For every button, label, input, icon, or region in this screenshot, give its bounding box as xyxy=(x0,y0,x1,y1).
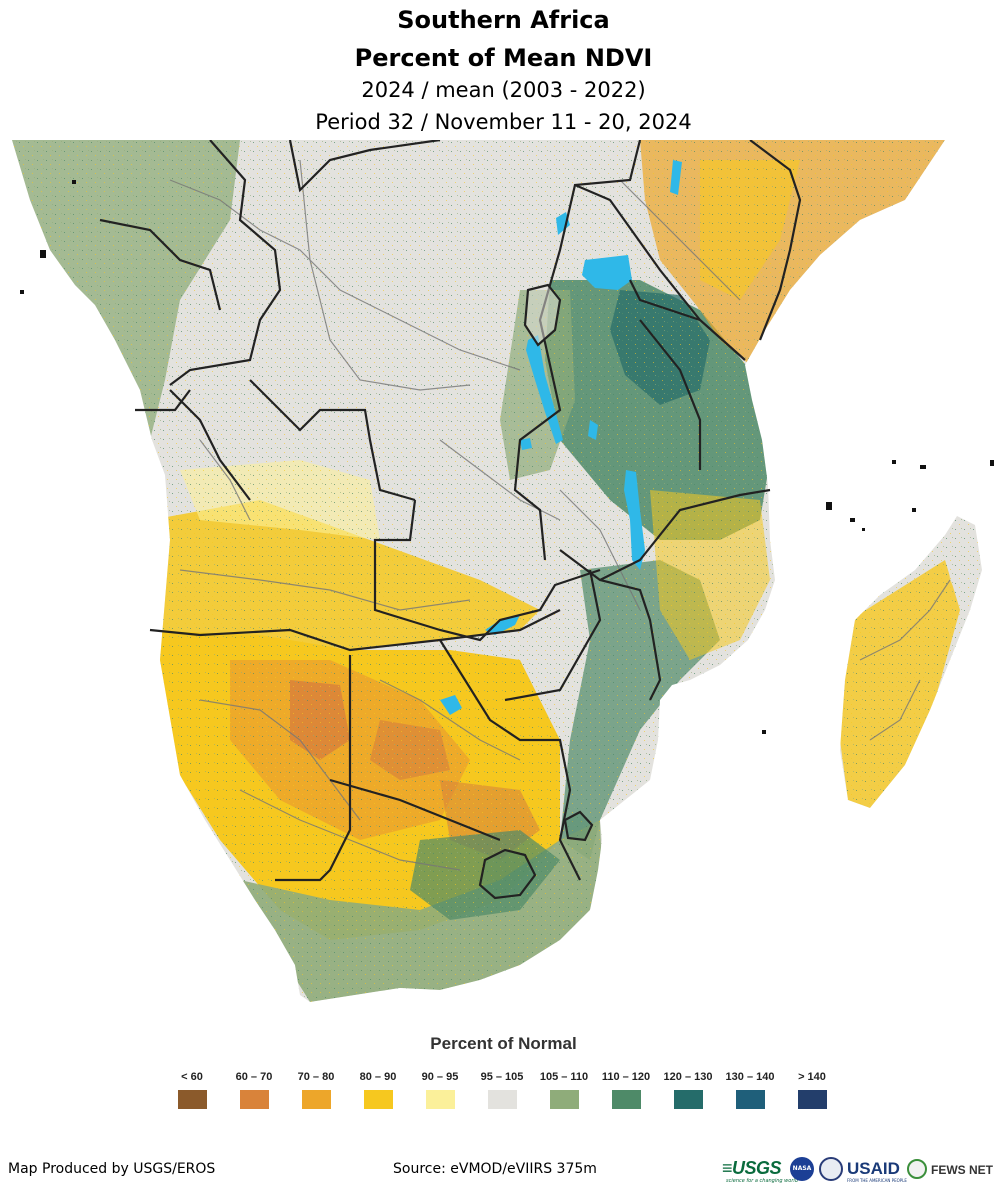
lesotho-outline xyxy=(478,848,537,900)
legend-swatch xyxy=(611,1090,641,1109)
lake-tanganyika xyxy=(526,335,563,444)
map-title: Southern Africa xyxy=(397,6,610,34)
legend-label: 95 – 105 xyxy=(480,1071,524,1083)
lake-malawi xyxy=(624,470,645,570)
legend-label: 80 – 90 xyxy=(359,1071,397,1083)
map-subtitle-product: Percent of Mean NDVI xyxy=(354,44,653,72)
legend-label: 90 – 95 xyxy=(421,1071,459,1083)
legend-item: 70 – 80 xyxy=(284,1068,348,1109)
legend-label: > 140 xyxy=(798,1071,826,1083)
legend-swatch xyxy=(425,1090,455,1109)
rwanda-burundi-outline xyxy=(523,283,562,347)
legend-item: 130 – 140 xyxy=(718,1068,782,1109)
legend-title: Percent of Normal xyxy=(430,1034,577,1053)
usaid-tagline: FROM THE AMERICAN PEOPLE xyxy=(847,1178,907,1183)
legend-item: 90 – 95 xyxy=(408,1068,472,1109)
lake-bangweulu xyxy=(520,438,532,450)
lake-rukwa xyxy=(588,420,598,440)
legend-item: < 60 xyxy=(160,1068,224,1109)
legend-item: 95 – 105 xyxy=(470,1068,534,1109)
legend-label: 70 – 80 xyxy=(297,1071,335,1083)
legend-swatch xyxy=(797,1090,827,1109)
legend-swatch xyxy=(301,1090,331,1109)
legend-item: 80 – 90 xyxy=(346,1068,410,1109)
ndvi-map xyxy=(0,140,1007,1020)
country-boundaries xyxy=(99,140,802,882)
legend-label: < 60 xyxy=(181,1071,203,1083)
data-source: Source: eVMOD/eVIIRS 375m xyxy=(393,1161,597,1177)
legend-swatch xyxy=(549,1090,579,1109)
legend-label: 120 – 130 xyxy=(663,1071,713,1083)
eswatini-outline xyxy=(563,810,594,842)
legend-swatch xyxy=(177,1090,207,1109)
legend-item: 60 – 70 xyxy=(222,1068,286,1109)
legend-label: 110 – 120 xyxy=(601,1071,651,1083)
legend-item: > 140 xyxy=(780,1068,844,1109)
seal-icon xyxy=(819,1157,843,1181)
map-comparison-period: 2024 / mean (2003 - 2022) xyxy=(361,78,646,102)
map-dekad-period: Period 32 / November 11 - 20, 2024 xyxy=(315,110,692,134)
lake-turkana xyxy=(670,160,682,195)
water-bodies xyxy=(440,160,682,715)
legend: < 60 60 – 70 70 – 80 80 – 90 90 – 95 95 … xyxy=(160,1068,840,1118)
lake-victoria xyxy=(582,255,632,290)
okavango-delta xyxy=(440,695,462,715)
usgs-tagline: science for a changing world xyxy=(726,1178,798,1184)
partner-logos: ≡USGS science for a changing world NASA … xyxy=(720,1154,1000,1188)
legend-swatch xyxy=(487,1090,517,1109)
legend-item: 105 – 110 xyxy=(532,1068,596,1109)
globe-icon xyxy=(907,1159,927,1179)
legend-swatch xyxy=(363,1090,393,1109)
islands xyxy=(20,180,994,734)
legend-label: 105 – 110 xyxy=(539,1071,589,1083)
legend-swatch xyxy=(735,1090,765,1109)
legend-label: 60 – 70 xyxy=(235,1071,273,1083)
legend-item: 120 – 130 xyxy=(656,1068,720,1109)
lake-kariba xyxy=(485,615,520,635)
legend-swatch xyxy=(673,1090,703,1109)
usaid-logo: USAID xyxy=(847,1159,900,1178)
legend-swatch xyxy=(239,1090,269,1109)
usgs-logo: ≡USGS xyxy=(722,1158,782,1178)
fewsnet-logo: FEWS NET xyxy=(931,1163,993,1177)
map-credit: Map Produced by USGS/EROS xyxy=(8,1161,216,1177)
legend-item: 110 – 120 xyxy=(594,1068,658,1109)
legend-label: 130 – 140 xyxy=(725,1071,775,1083)
nasa-logo: NASA xyxy=(790,1157,814,1181)
